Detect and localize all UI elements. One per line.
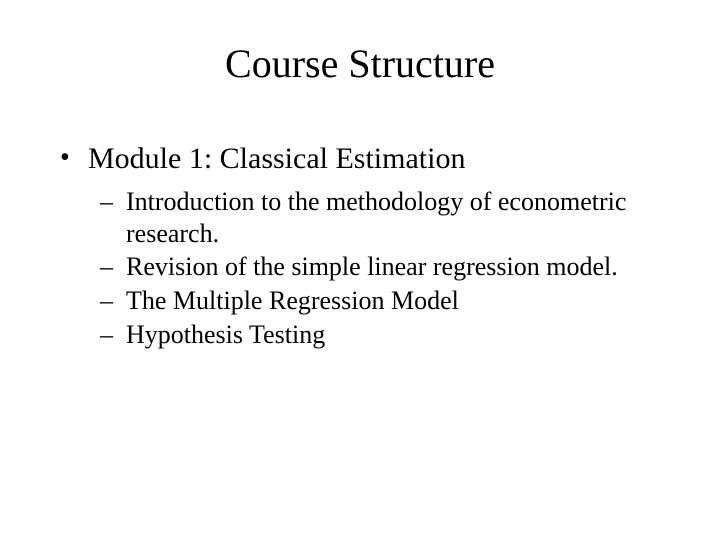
sub-item: The Multiple Regression Model <box>88 285 670 317</box>
slide-title: Course Structure <box>50 40 670 87</box>
sub-item: Hypothesis Testing <box>88 319 670 351</box>
slide: Course Structure Module 1: Classical Est… <box>0 0 720 540</box>
module-item: Module 1: Classical Estimation Introduct… <box>50 142 670 351</box>
bullet-list-level2: Introduction to the methodology of econo… <box>88 186 670 351</box>
sub-item: Revision of the simple linear regression… <box>88 251 670 283</box>
bullet-list-level1: Module 1: Classical Estimation Introduct… <box>50 142 670 351</box>
module-heading: Module 1: Classical Estimation <box>88 142 465 175</box>
sub-item: Introduction to the methodology of econo… <box>88 186 670 249</box>
